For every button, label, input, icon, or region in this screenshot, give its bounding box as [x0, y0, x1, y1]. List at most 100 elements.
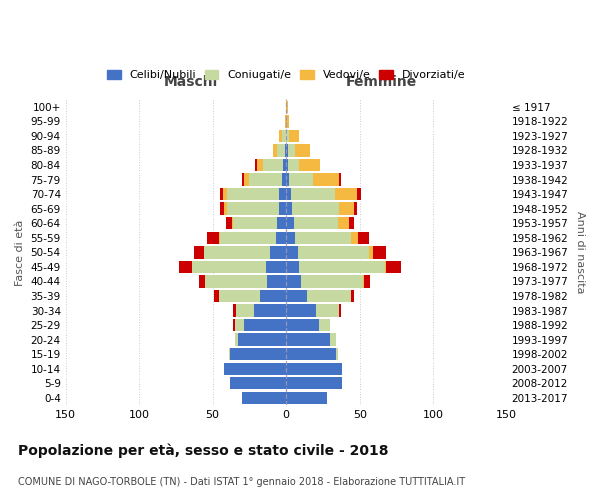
Bar: [307, 290, 351, 302]
Bar: [336, 348, 338, 360]
Bar: [235, 334, 238, 346]
Bar: [233, 304, 236, 316]
Bar: [286, 217, 293, 230]
Legend: Celibi/Nubili, Coniugati/e, Vedovi/e, Divorziati/e: Celibi/Nubili, Coniugati/e, Vedovi/e, Di…: [103, 66, 469, 84]
Bar: [218, 232, 220, 244]
Bar: [277, 217, 286, 230]
Bar: [286, 348, 336, 360]
Bar: [260, 290, 286, 302]
Bar: [290, 188, 335, 200]
Bar: [331, 334, 336, 346]
Bar: [286, 159, 287, 171]
Bar: [266, 260, 286, 273]
Bar: [204, 246, 270, 258]
Bar: [230, 377, 286, 390]
Bar: [286, 115, 289, 128]
Y-axis label: Anni di nascita: Anni di nascita: [575, 211, 585, 294]
Bar: [179, 260, 192, 273]
Bar: [233, 319, 235, 332]
Bar: [335, 188, 357, 200]
Bar: [298, 246, 368, 258]
Bar: [301, 275, 362, 287]
Bar: [286, 130, 289, 142]
Bar: [286, 362, 342, 375]
Bar: [273, 144, 277, 156]
Bar: [244, 174, 250, 186]
Bar: [373, 246, 386, 258]
Bar: [286, 304, 316, 316]
Bar: [364, 275, 370, 287]
Bar: [295, 144, 310, 156]
Bar: [286, 275, 301, 287]
Bar: [292, 202, 339, 215]
Bar: [279, 202, 286, 215]
Bar: [238, 334, 286, 346]
Bar: [286, 290, 307, 302]
Text: Femmine: Femmine: [346, 76, 418, 90]
Bar: [218, 290, 260, 302]
Bar: [224, 362, 286, 375]
Bar: [235, 319, 244, 332]
Bar: [339, 304, 341, 316]
Bar: [285, 115, 286, 128]
Bar: [223, 188, 227, 200]
Bar: [250, 174, 282, 186]
Bar: [282, 174, 286, 186]
Bar: [283, 159, 286, 171]
Text: Maschi: Maschi: [164, 76, 218, 90]
Bar: [227, 188, 279, 200]
Bar: [286, 232, 295, 244]
Bar: [287, 159, 299, 171]
Text: COMUNE DI NAGO-TORBOLE (TN) - Dati ISTAT 1° gennaio 2018 - Elaborazione TUTTITAL: COMUNE DI NAGO-TORBOLE (TN) - Dati ISTAT…: [18, 477, 465, 487]
Bar: [242, 174, 244, 186]
Bar: [267, 275, 286, 287]
Bar: [357, 188, 361, 200]
Bar: [351, 232, 358, 244]
Text: Popolazione per età, sesso e stato civile - 2018: Popolazione per età, sesso e stato civil…: [18, 444, 389, 458]
Bar: [192, 260, 266, 273]
Bar: [286, 319, 319, 332]
Bar: [270, 246, 286, 258]
Bar: [299, 260, 385, 273]
Bar: [227, 202, 279, 215]
Bar: [316, 304, 339, 316]
Bar: [220, 188, 223, 200]
Bar: [295, 232, 351, 244]
Bar: [279, 130, 282, 142]
Bar: [286, 260, 299, 273]
Bar: [207, 232, 218, 244]
Bar: [286, 188, 290, 200]
Bar: [199, 275, 205, 287]
Bar: [220, 232, 276, 244]
Bar: [339, 174, 341, 186]
Bar: [313, 174, 339, 186]
Bar: [232, 217, 233, 230]
Bar: [286, 100, 287, 113]
Bar: [286, 334, 331, 346]
Bar: [338, 217, 349, 230]
Bar: [224, 202, 227, 215]
Bar: [277, 144, 285, 156]
Bar: [233, 217, 277, 230]
Bar: [339, 202, 354, 215]
Bar: [299, 159, 320, 171]
Bar: [230, 348, 286, 360]
Bar: [205, 275, 267, 287]
Bar: [287, 144, 295, 156]
Bar: [214, 290, 218, 302]
Bar: [286, 202, 292, 215]
Bar: [226, 217, 232, 230]
Bar: [256, 159, 257, 171]
Y-axis label: Fasce di età: Fasce di età: [15, 219, 25, 286]
Bar: [293, 217, 338, 230]
Bar: [242, 392, 286, 404]
Bar: [285, 144, 286, 156]
Bar: [354, 202, 357, 215]
Bar: [289, 130, 299, 142]
Bar: [254, 304, 286, 316]
Bar: [349, 217, 354, 230]
Bar: [286, 377, 342, 390]
Bar: [244, 319, 286, 332]
Bar: [289, 174, 313, 186]
Bar: [286, 246, 298, 258]
